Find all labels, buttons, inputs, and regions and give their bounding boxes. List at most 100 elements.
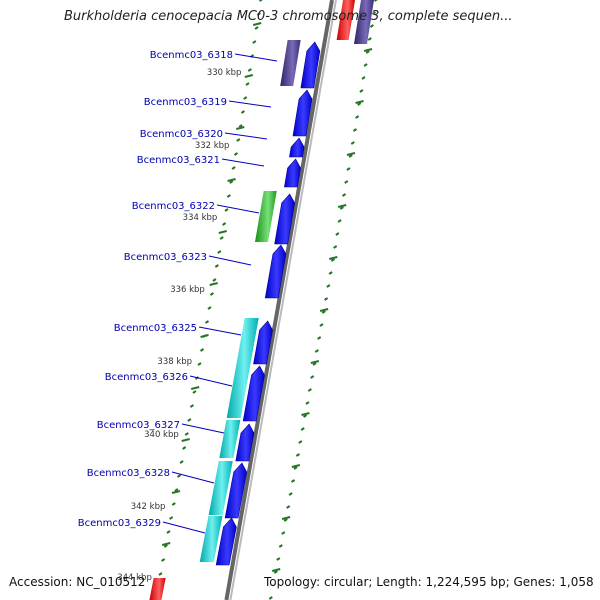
major-tick-mark: [355, 100, 364, 104]
red-feature-block: [149, 578, 166, 600]
cds-arrow: [292, 89, 313, 137]
inner-tick-mark: [166, 530, 171, 534]
inner-tick-mark: [231, 166, 236, 170]
scale-label: 342 kbp: [131, 502, 166, 512]
outer-tick-mark: [295, 453, 300, 457]
inner-tick-mark: [256, 12, 261, 16]
major-tick-mark: [171, 490, 181, 494]
major-tick-mark: [200, 334, 209, 338]
cds-arrow: [289, 137, 305, 158]
outer-tick-mark: [344, 180, 349, 184]
major-tick-mark: [310, 360, 320, 364]
outer-tick-mark: [346, 167, 351, 171]
cds-arrow: [235, 423, 255, 462]
outer-tick-mark: [324, 297, 329, 301]
outer-tick-mark: [361, 76, 366, 80]
scale-label: 332 kbp: [195, 141, 230, 151]
scale-label: 344 kbp: [117, 573, 152, 583]
cyan-feature-block: [208, 461, 233, 515]
outer-tick-mark: [278, 544, 283, 548]
cyan-feature-block: [219, 420, 241, 458]
inner-tick-mark: [233, 152, 239, 156]
outer-tick-mark: [317, 336, 322, 340]
inner-tick-mark: [254, 26, 259, 30]
scale-label: 338 kbp: [157, 357, 192, 367]
scale-layer: 330 kbp 332 kbp 334 kbp 336 kbp 338 kbp 340 k…: [117, 68, 241, 583]
inner-tick-mark: [238, 124, 243, 128]
map-title: Burkholderia cenocepacia MC0-3 chromosom…: [64, 9, 513, 24]
cds-arrow: [274, 193, 296, 245]
backbone-highlight: [229, 0, 337, 600]
outer-tick-mark: [357, 102, 362, 106]
leader-line: [171, 471, 215, 484]
purple-feature-block: [353, 0, 374, 44]
gene-label: Bcenmc03_6325: [114, 323, 197, 334]
outer-tick-mark: [341, 193, 347, 197]
gene-label: Bcenmc03_6328: [87, 468, 170, 479]
inner-tick-mark: [204, 320, 210, 324]
outer-tick-mark: [321, 310, 326, 314]
outer-tick-mark: [371, 11, 376, 15]
inner-tick-mark: [161, 558, 166, 562]
major-tick-mark: [227, 178, 236, 182]
outer-tick-mark: [350, 141, 355, 145]
leader-line: [198, 326, 242, 336]
inner-tick-mark: [217, 250, 222, 254]
inner-tick-mark: [226, 194, 231, 198]
gene-label: Bcenmc03_6329: [78, 518, 161, 529]
outer-tick-mark: [339, 206, 344, 210]
major-tick-mark: [271, 568, 281, 572]
major-tick-mark: [181, 438, 190, 442]
inner-tick-mark: [240, 110, 245, 114]
inner-tick-mark: [219, 236, 224, 240]
inner-tick-mark: [212, 278, 217, 282]
outer-tick-mark: [312, 362, 317, 366]
tick-track-layer: [151, 0, 378, 600]
outer-tick-mark: [300, 427, 305, 431]
major-tick-mark: [244, 74, 254, 78]
outer-tick-mark: [307, 388, 312, 392]
major-tick-mark: [218, 230, 227, 234]
cds-arrow: [242, 365, 265, 422]
inner-tick-mark: [199, 348, 205, 352]
inner-tick-mark: [224, 208, 229, 212]
outer-tick-mark: [337, 219, 342, 223]
outer-tick-mark: [369, 24, 374, 28]
feature-layer: [149, 0, 374, 600]
inner-tick-mark: [176, 474, 182, 478]
leader-line: [221, 158, 265, 167]
cds-arrow: [264, 244, 287, 299]
outer-tick-mark: [268, 596, 273, 600]
inner-tick-mark: [245, 82, 250, 86]
major-tick-mark: [346, 152, 356, 156]
outer-tick-mark: [310, 375, 315, 379]
major-tick-mark: [209, 282, 218, 286]
leader-line: [208, 255, 252, 266]
major-tick-mark: [363, 48, 373, 52]
outer-tick-mark: [333, 245, 338, 249]
outer-tick-mark: [348, 154, 353, 158]
outer-tick-mark: [335, 232, 340, 236]
topology-summary: Topology: circular; Length: 1,224,595 bp…: [262, 575, 596, 589]
major-tick-mark: [319, 308, 329, 312]
major-tick-mark: [301, 412, 310, 416]
major-tick-mark: [328, 256, 338, 260]
outer-tick-mark: [298, 440, 303, 444]
cds-arrow: [284, 158, 301, 188]
inner-tick-mark: [247, 68, 252, 72]
cds-arrow: [300, 41, 321, 89]
inner-tick-mark: [158, 572, 163, 576]
major-tick-mark: [236, 126, 245, 130]
backbone-line: [224, 0, 334, 600]
outer-tick-mark: [367, 37, 372, 41]
inner-tick-mark: [174, 488, 179, 492]
purple-feature-block: [280, 40, 301, 86]
major-tick-mark: [161, 542, 171, 546]
leader-line: [162, 521, 206, 534]
cyan-feature-block: [199, 516, 223, 562]
outer-tick-mark: [330, 258, 335, 262]
outer-tick-mark: [273, 570, 278, 574]
gene-label-layer: Bcenmc03_6318 Bcenmc03_6319 Bcenmc03_6320 B…: [78, 50, 278, 534]
outer-tick-mark: [286, 505, 291, 509]
outer-tick-mark: [281, 531, 286, 535]
